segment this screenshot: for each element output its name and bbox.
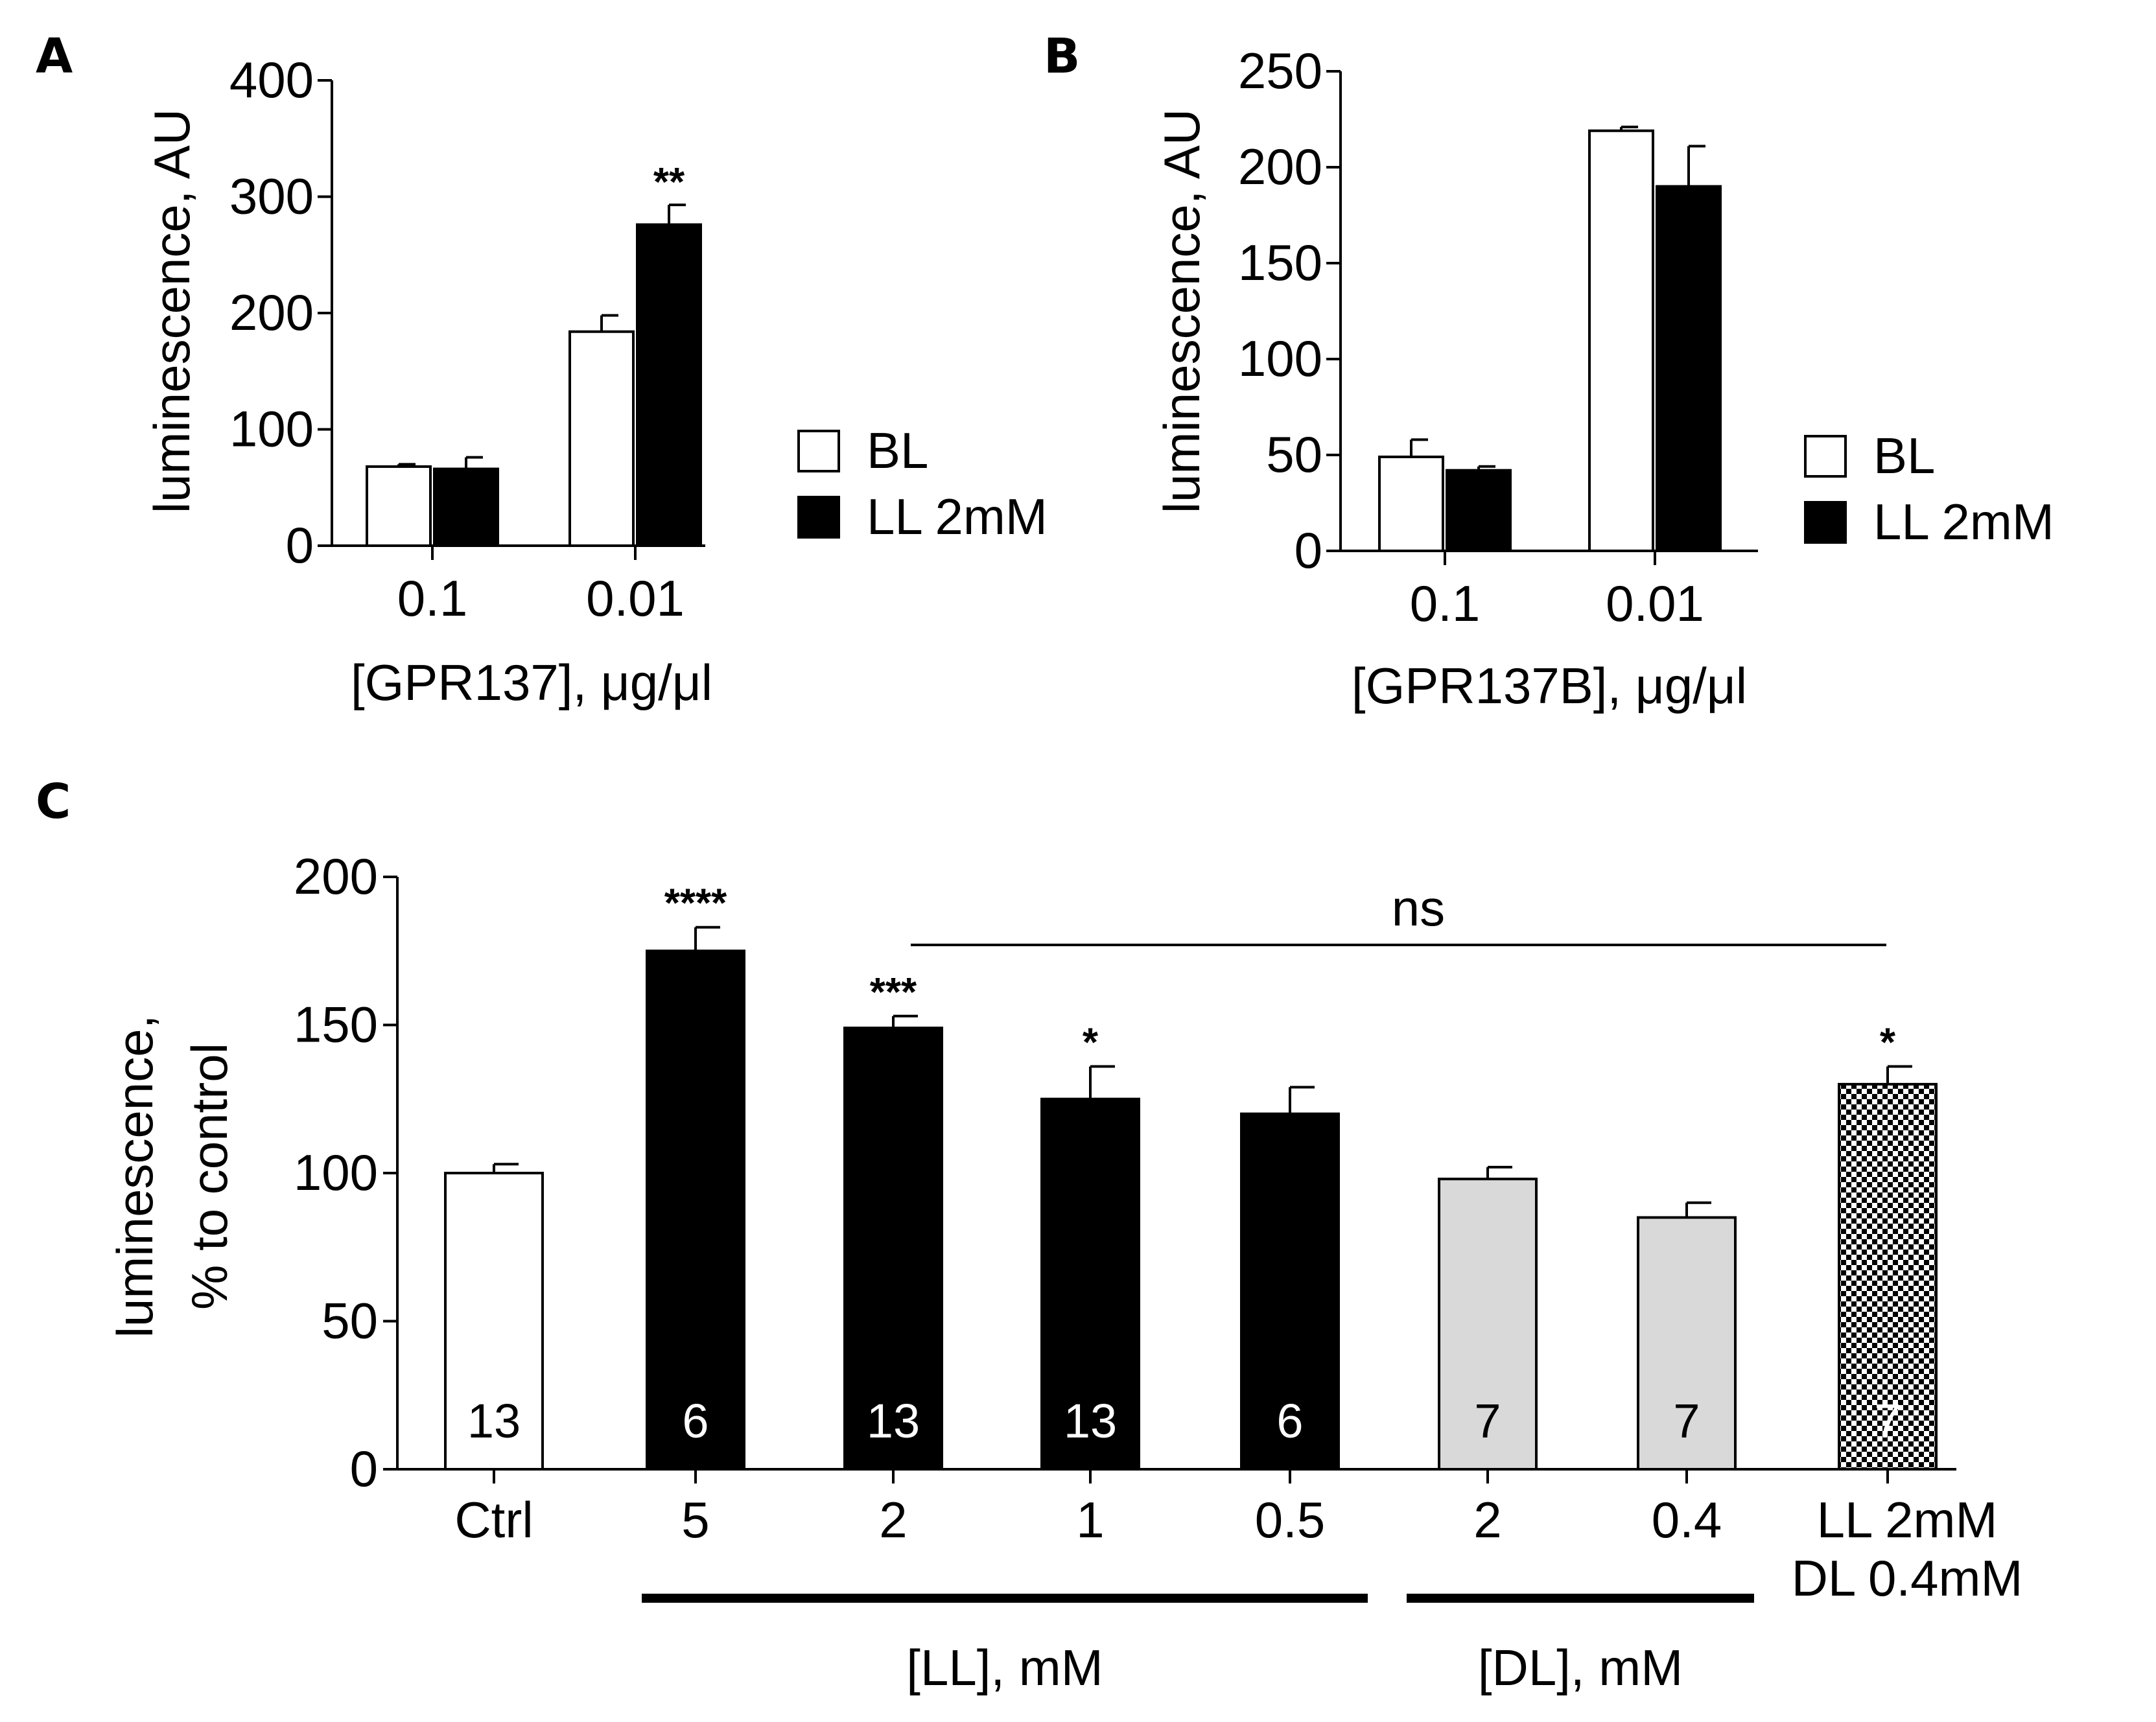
panel-c-xtick-label: 5 bbox=[681, 1491, 709, 1548]
panel-a-bar-bl bbox=[568, 330, 635, 547]
panel-c-ytick-label: 0 bbox=[350, 1440, 378, 1497]
panel-b-legend-swatch bbox=[1804, 435, 1847, 478]
panel-a-ytick-label: 300 bbox=[229, 168, 314, 225]
panel-b-ytick-label: 150 bbox=[1238, 234, 1322, 291]
panel-c-bar bbox=[1838, 1082, 1938, 1471]
panel-a-bar-ll bbox=[433, 467, 499, 548]
panel-b-legend-label: LL 2mM bbox=[1873, 493, 2054, 550]
panel-c-ylabel-line2: % to control bbox=[181, 1043, 238, 1310]
panel-a-ytick-label: 0 bbox=[286, 517, 314, 574]
panel-c-group-label: [LL], mM bbox=[906, 1639, 1103, 1696]
panel-c-n-label: 13 bbox=[867, 1394, 920, 1448]
panel-a-bar-ll bbox=[636, 223, 702, 547]
panel-a-ytick-label: 400 bbox=[229, 51, 314, 108]
panel-b-bar-bl bbox=[1588, 129, 1654, 552]
panel-c-significance: * bbox=[1083, 1020, 1099, 1065]
panel-a-legend: BL LL 2mM bbox=[797, 422, 1048, 545]
panel-c-xtick-label: Ctrl bbox=[454, 1491, 533, 1548]
panel-c-ytick-label: 100 bbox=[294, 1144, 378, 1201]
panel-a-legend-label: BL bbox=[867, 422, 928, 479]
panel-c-ytick-label: 50 bbox=[322, 1292, 378, 1349]
panel-c-n-label: 6 bbox=[1276, 1394, 1303, 1448]
panel-a-legend-label: LL 2mM bbox=[867, 488, 1048, 545]
panel-c-xtick-label: 1 bbox=[1076, 1491, 1104, 1548]
panel-c-xtick-label: 0.5 bbox=[1255, 1491, 1325, 1548]
panel-b-bar-bl bbox=[1378, 455, 1444, 553]
panel-c-bar bbox=[646, 949, 745, 1471]
panel-c-xtick-label: DL 0.4mM bbox=[1792, 1550, 2023, 1607]
panel-b-ytick-label: 0 bbox=[1295, 522, 1322, 579]
panel-a-xtick-label: 0.01 bbox=[586, 570, 685, 627]
panel-b-ytick-label: 50 bbox=[1266, 426, 1322, 483]
panel-a-ytick-label: 100 bbox=[229, 401, 314, 458]
panel-c-n-label: 7 bbox=[1673, 1394, 1700, 1448]
panel-c-ytick-label: 200 bbox=[294, 848, 378, 905]
panel-a-letter: A bbox=[36, 29, 73, 84]
panel-a: A luminescence, AU [GPR137], μg/μl 0 100 2… bbox=[36, 29, 1048, 711]
panel-b: B luminescence, AU [GPR137B], μg/μl 0 50 1… bbox=[1044, 29, 2054, 714]
panel-c-letter: C bbox=[36, 774, 71, 830]
panel-b-ytick-label: 200 bbox=[1238, 138, 1322, 195]
panel-c-bar bbox=[444, 1172, 544, 1471]
panel-c-xtick-label: 2 bbox=[879, 1491, 907, 1548]
panel-c-bar bbox=[1637, 1216, 1737, 1471]
panel-c-significance: **** bbox=[664, 881, 727, 926]
panel-b-legend-label: BL bbox=[1873, 427, 1935, 484]
panel-b-legend: BL LL 2mM bbox=[1804, 427, 2054, 550]
panel-a-xtick-label: 0.1 bbox=[397, 570, 467, 627]
panel-c-bar bbox=[1240, 1112, 1340, 1471]
panel-c-significance: *** bbox=[870, 970, 917, 1015]
panel-c-n-label: 7 bbox=[1874, 1394, 1901, 1448]
panel-c-n-label: 13 bbox=[1064, 1394, 1117, 1448]
panel-c-n-label: 7 bbox=[1474, 1394, 1501, 1448]
panel-c-xtick-label: 0.4 bbox=[1652, 1491, 1722, 1548]
panel-c-bar bbox=[843, 1027, 943, 1471]
panel-b-bar-ll bbox=[1656, 185, 1722, 553]
panel-c: C luminescence, % to control 05010015020… bbox=[36, 774, 2022, 1696]
panel-c-bar bbox=[1040, 1097, 1140, 1471]
panel-b-ylabel: luminescence, AU bbox=[1153, 109, 1210, 513]
panel-b-letter: B bbox=[1044, 29, 1080, 84]
panel-a-significance: ** bbox=[653, 160, 685, 205]
panel-a-ylabel: luminescence, AU bbox=[143, 109, 200, 513]
panel-c-significance: * bbox=[1880, 1020, 1896, 1065]
panel-b-bar-ll bbox=[1446, 469, 1512, 552]
panel-c-n-label: 6 bbox=[682, 1394, 709, 1448]
panel-a-legend-swatch bbox=[797, 430, 840, 472]
panel-b-xtick-label: 0.1 bbox=[1410, 575, 1480, 632]
panel-b-ytick-label: 100 bbox=[1238, 330, 1322, 387]
panel-b-xlabel: [GPR137B], μg/μl bbox=[1352, 657, 1747, 714]
panel-b-xtick-label: 0.01 bbox=[1606, 575, 1704, 632]
panel-c-n-label: 13 bbox=[467, 1394, 521, 1448]
panel-a-legend-swatch bbox=[797, 496, 840, 539]
panel-c-group-label: [DL], mM bbox=[1478, 1639, 1683, 1696]
panel-b-ytick-label: 250 bbox=[1238, 42, 1322, 99]
panel-c-xtick-label: LL 2mM bbox=[1817, 1491, 1998, 1548]
panel-b-legend-swatch bbox=[1804, 501, 1847, 544]
panel-a-xlabel: [GPR137], μg/μl bbox=[351, 654, 712, 711]
panel-c-xtick-label: 2 bbox=[1473, 1491, 1501, 1548]
panel-c-bar bbox=[1438, 1178, 1538, 1471]
panel-c-comparison-label: ns bbox=[1392, 879, 1445, 937]
panel-c-ytick-label: 150 bbox=[294, 996, 378, 1053]
panel-a-bar-bl bbox=[366, 465, 432, 547]
panel-c-ylabel-line1: luminescence, bbox=[106, 1015, 163, 1338]
panel-a-ytick-label: 200 bbox=[229, 284, 314, 341]
